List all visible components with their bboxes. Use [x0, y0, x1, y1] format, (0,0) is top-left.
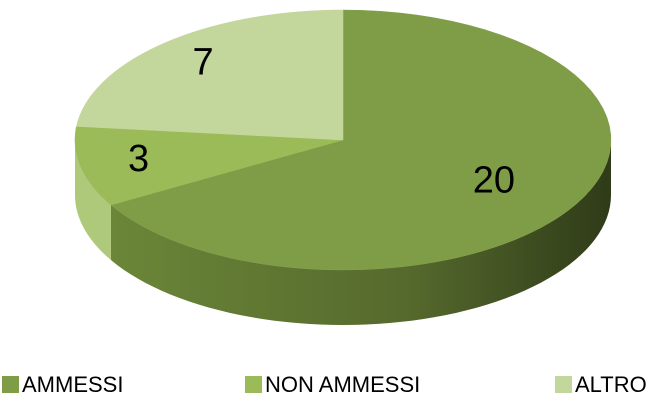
data-label: 7: [193, 42, 214, 84]
pie-slice: [74, 126, 344, 206]
data-label: 20: [473, 159, 515, 201]
legend-label: ALTRO: [575, 372, 647, 397]
pie-slice: [76, 9, 344, 141]
pie-side: [75, 140, 111, 260]
legend-swatch: [555, 376, 572, 393]
legend-swatch: [245, 376, 262, 393]
legend-swatch: [2, 376, 19, 393]
legend-label: AMMESSI: [22, 372, 123, 397]
data-label: 3: [128, 138, 149, 180]
legend-label: NON AMMESSI: [265, 372, 420, 397]
pie-side: [110, 140, 612, 325]
pie-slice: [110, 9, 612, 271]
